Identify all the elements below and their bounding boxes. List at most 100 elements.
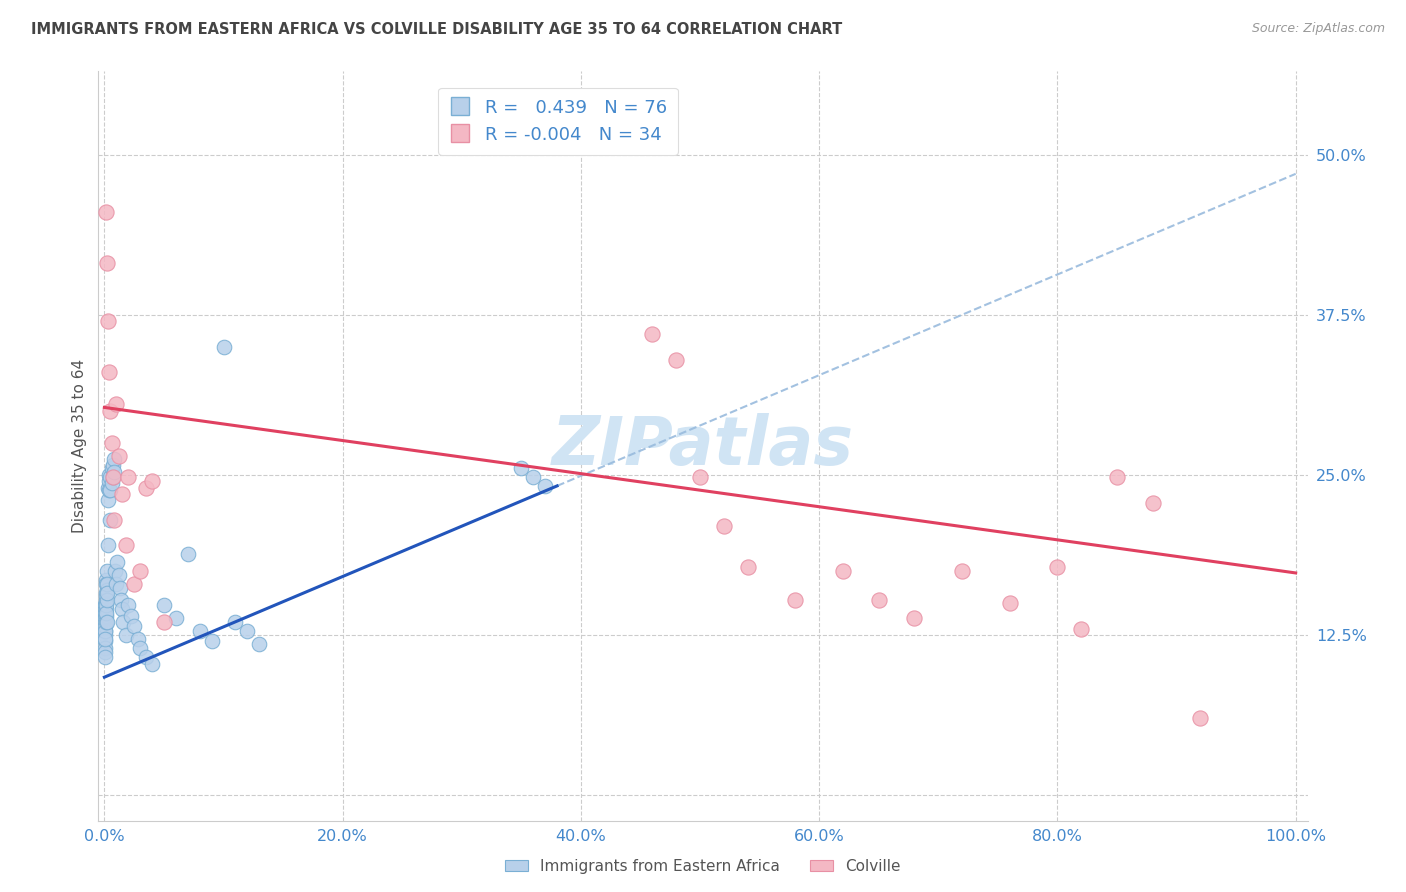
Point xyxy=(104,564,127,578)
Point xyxy=(177,547,200,561)
Point xyxy=(1105,470,1128,484)
Point xyxy=(98,474,121,488)
Point xyxy=(96,256,118,270)
Point xyxy=(129,564,152,578)
Text: IMMIGRANTS FROM EASTERN AFRICA VS COLVILLE DISABILITY AGE 35 TO 64 CORRELATION C: IMMIGRANTS FROM EASTERN AFRICA VS COLVIL… xyxy=(31,22,842,37)
Point xyxy=(998,596,1021,610)
Point xyxy=(832,564,855,578)
Point xyxy=(98,365,121,379)
Point xyxy=(236,624,259,638)
Point xyxy=(112,615,135,629)
Point xyxy=(96,606,118,620)
Text: Source: ZipAtlas.com: Source: ZipAtlas.com xyxy=(1251,22,1385,36)
Point xyxy=(94,611,117,625)
Point xyxy=(96,576,118,591)
Point xyxy=(100,435,122,450)
Point xyxy=(224,615,246,629)
Point xyxy=(96,593,118,607)
Point xyxy=(122,576,145,591)
Point xyxy=(247,637,270,651)
Point xyxy=(94,205,117,219)
Point xyxy=(93,605,115,619)
Point xyxy=(97,493,120,508)
Point xyxy=(97,481,120,495)
Point xyxy=(1046,560,1069,574)
Point xyxy=(534,479,557,493)
Point xyxy=(93,599,115,613)
Point xyxy=(122,619,145,633)
Point xyxy=(96,583,118,598)
Point xyxy=(950,564,973,578)
Point xyxy=(94,624,117,638)
Y-axis label: Disability Age 35 to 64: Disability Age 35 to 64 xyxy=(72,359,87,533)
Point xyxy=(94,596,117,610)
Point xyxy=(94,608,117,623)
Point xyxy=(713,519,735,533)
Point xyxy=(97,314,120,328)
Point xyxy=(1189,711,1212,725)
Point xyxy=(105,576,128,591)
Point xyxy=(103,513,125,527)
Point xyxy=(103,465,125,479)
Point xyxy=(94,649,117,664)
Point xyxy=(94,602,117,616)
Point xyxy=(94,640,117,655)
Point xyxy=(93,611,115,625)
Point xyxy=(212,340,235,354)
Point xyxy=(1142,496,1164,510)
Point xyxy=(94,634,117,648)
Point xyxy=(110,593,132,607)
Point xyxy=(111,487,134,501)
Point xyxy=(94,585,117,599)
Point xyxy=(785,593,807,607)
Point xyxy=(665,352,688,367)
Point xyxy=(141,474,163,488)
Point xyxy=(101,470,124,484)
Point xyxy=(94,632,117,646)
Point xyxy=(107,555,129,569)
Point xyxy=(98,483,121,498)
Point xyxy=(737,560,759,574)
Point xyxy=(120,608,142,623)
Point xyxy=(641,326,664,341)
Point xyxy=(96,585,118,599)
Point xyxy=(94,644,117,658)
Point xyxy=(97,538,120,552)
Point xyxy=(101,458,124,472)
Point xyxy=(96,615,118,629)
Point xyxy=(94,599,117,613)
Point xyxy=(94,617,117,632)
Point xyxy=(97,467,120,482)
Point xyxy=(98,404,121,418)
Point xyxy=(522,470,544,484)
Point xyxy=(129,640,152,655)
Point xyxy=(135,649,157,664)
Point xyxy=(94,593,117,607)
Point xyxy=(510,461,533,475)
Point xyxy=(94,576,117,591)
Point xyxy=(100,461,122,475)
Point xyxy=(103,452,125,467)
Legend: Immigrants from Eastern Africa, Colville: Immigrants from Eastern Africa, Colville xyxy=(499,853,907,880)
Point xyxy=(111,602,134,616)
Point xyxy=(105,397,128,411)
Point xyxy=(108,581,131,595)
Point xyxy=(114,628,136,642)
Point xyxy=(903,611,925,625)
Point xyxy=(127,632,149,646)
Point xyxy=(188,624,211,638)
Point xyxy=(200,634,222,648)
Legend: R =   0.439   N = 76, R = -0.004   N = 34: R = 0.439 N = 76, R = -0.004 N = 34 xyxy=(437,88,678,154)
Point xyxy=(114,538,136,552)
Point xyxy=(98,513,121,527)
Point xyxy=(141,657,163,672)
Point xyxy=(94,573,117,587)
Point xyxy=(101,470,124,484)
Point xyxy=(94,615,117,629)
Point xyxy=(107,449,129,463)
Point xyxy=(96,599,118,613)
Point xyxy=(94,624,117,638)
Point xyxy=(689,470,711,484)
Point xyxy=(100,475,122,490)
Point xyxy=(1070,622,1092,636)
